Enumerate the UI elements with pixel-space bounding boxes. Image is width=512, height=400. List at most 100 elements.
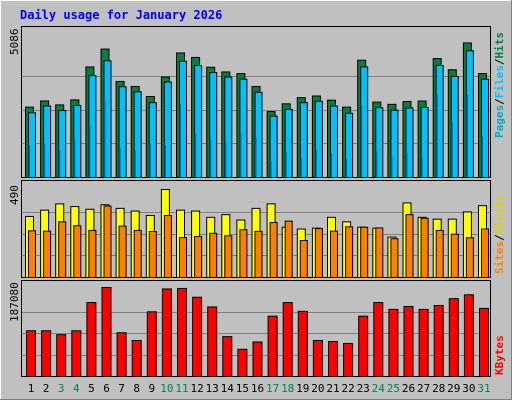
kbytes-ymax-label: 187080 <box>8 282 21 322</box>
pages-bar-19 <box>300 157 302 177</box>
day-label-30: 30 <box>462 382 475 395</box>
sites-bar-4 <box>73 225 82 279</box>
day-label-6: 6 <box>103 382 110 395</box>
pages-bar-16 <box>255 137 257 177</box>
day-label-5: 5 <box>88 382 95 395</box>
pages-bar-31 <box>481 136 483 177</box>
day-label-4: 4 <box>73 382 80 395</box>
sites-bar-28 <box>435 229 444 279</box>
day-label-28: 28 <box>432 382 445 395</box>
day-label-3: 3 <box>58 382 65 395</box>
kbytes-bar-16 <box>252 341 263 377</box>
kbytes-bar-18 <box>282 302 293 378</box>
files-bar-10 <box>163 81 172 178</box>
files-bar-14 <box>224 76 233 178</box>
pages-bar-8 <box>134 150 136 177</box>
pages-bar-9 <box>149 143 151 177</box>
files-bar-2 <box>43 105 52 178</box>
day-label-19: 19 <box>296 382 309 395</box>
pages-bar-2 <box>43 143 46 177</box>
files-bar-9 <box>148 102 157 178</box>
sites-bar-19 <box>299 240 308 278</box>
files-bar-26 <box>405 107 414 178</box>
sites-bar-12 <box>194 236 203 278</box>
legend-pages: Pages <box>493 105 506 138</box>
sites-bar-23 <box>360 226 369 278</box>
day-label-1: 1 <box>28 382 35 395</box>
legend-sep-3: / <box>493 234 506 241</box>
sites-bar-18 <box>284 220 293 279</box>
files-bar-25 <box>390 109 399 178</box>
visits-ymax-label: 490 <box>8 185 21 205</box>
legend-pages-hits-files: Pages/Files/Hits <box>493 32 506 138</box>
sites-bar-6 <box>103 205 112 278</box>
chart-title: Daily usage for January 2026 <box>20 8 222 22</box>
sites-bar-2 <box>43 230 52 279</box>
pages-bar-11 <box>179 104 181 177</box>
sites-bar-22 <box>345 226 354 278</box>
day-label-29: 29 <box>447 382 460 395</box>
sites-bar-5 <box>88 229 97 279</box>
sites-bar-10 <box>163 215 172 278</box>
kbytes-bar-30 <box>463 294 474 377</box>
day-label-14: 14 <box>221 382 235 395</box>
pages-bar-22 <box>345 158 348 177</box>
kbytes-bar-21 <box>328 340 338 377</box>
kbytes-bar-31 <box>479 307 489 377</box>
kbytes-bar-11 <box>177 287 187 378</box>
sites-bar-26 <box>405 214 414 278</box>
kbytes-bar-7 <box>116 332 127 377</box>
sites-bar-15 <box>239 229 248 279</box>
kbytes-bar-9 <box>146 311 157 378</box>
sites-bar-14 <box>224 235 233 278</box>
day-label-16: 16 <box>251 382 264 395</box>
day-labels: 1 2 3 4 5 6 7 8 9 10 11 12 13 14 15 16 17 18 19 20 21 22 23 24 2… <box>28 382 491 395</box>
day-label-15: 15 <box>236 382 249 395</box>
day-label-23: 23 <box>357 382 370 395</box>
kbytes-bar-14 <box>222 336 233 377</box>
pages-bar-29 <box>451 122 453 177</box>
files-bar-15 <box>239 78 248 178</box>
kbytes-bar-4 <box>71 330 82 377</box>
legend-sites-visits: Sites/Visits <box>493 195 506 275</box>
files-bar-16 <box>254 91 263 178</box>
sites-bar-13 <box>209 232 218 278</box>
pages-bar-28 <box>436 94 438 177</box>
day-label-26: 26 <box>402 382 415 395</box>
files-bar-20 <box>314 100 323 178</box>
pages-bar-6 <box>104 101 106 177</box>
pages-bar-7 <box>119 147 121 177</box>
sites-bar-30 <box>465 237 474 279</box>
day-label-10: 10 <box>160 382 173 395</box>
sites-bar-17 <box>269 222 278 278</box>
kbytes-bar-23 <box>358 315 369 378</box>
legend-kbytes: KBytes <box>493 335 506 375</box>
sites-bar-20 <box>314 228 323 278</box>
files-bar-13 <box>209 72 218 178</box>
kbytes-bar-5 <box>86 302 97 378</box>
day-label-27: 27 <box>417 382 430 395</box>
pages-bar-30 <box>466 94 468 177</box>
files-bar-21 <box>330 105 338 178</box>
legend-sep-2: / <box>493 58 506 65</box>
kbytes-bar-10 <box>161 288 172 378</box>
files-bar-17 <box>269 115 278 178</box>
bar-layer <box>25 42 489 378</box>
kbytes-bar-27 <box>418 308 429 377</box>
files-bar-22 <box>345 112 354 178</box>
sites-bar-9 <box>148 231 157 278</box>
legend-files: Files <box>493 65 506 98</box>
files-bar-24 <box>375 107 384 178</box>
day-label-13: 13 <box>206 382 219 395</box>
day-label-17: 17 <box>266 382 279 395</box>
files-bar-12 <box>194 65 203 178</box>
kbytes-bar-25 <box>388 308 399 377</box>
files-bar-8 <box>133 91 142 178</box>
pages-bar-12 <box>194 133 197 177</box>
kbytes-bar-15 <box>237 348 248 377</box>
kbytes-bar-26 <box>403 305 414 378</box>
day-label-22: 22 <box>341 382 354 395</box>
pages-bar-10 <box>164 144 166 177</box>
